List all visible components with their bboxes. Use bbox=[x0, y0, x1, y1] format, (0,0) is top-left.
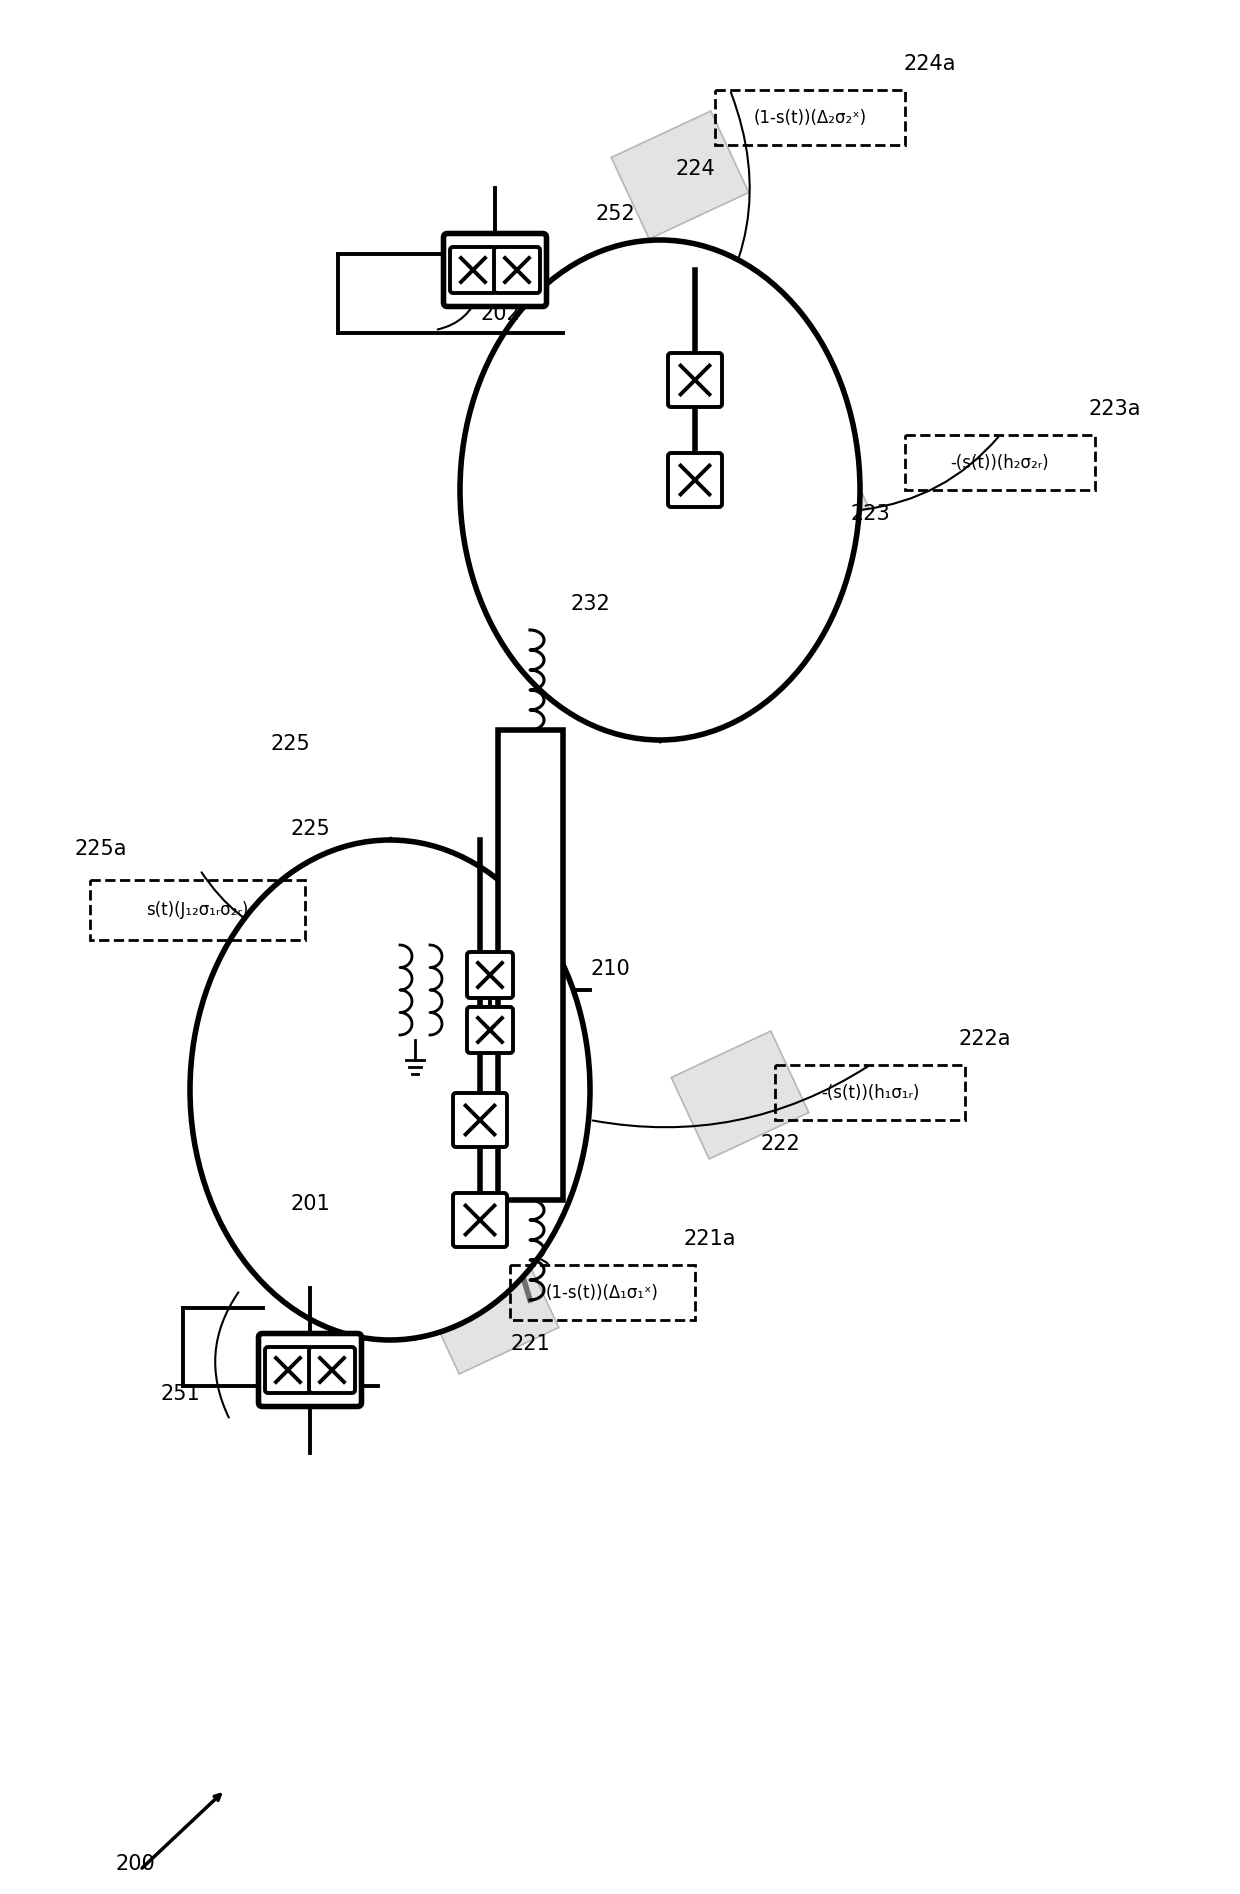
Text: 252: 252 bbox=[595, 205, 635, 223]
Ellipse shape bbox=[190, 841, 590, 1339]
Bar bbox=[775, 1064, 965, 1119]
FancyBboxPatch shape bbox=[309, 1347, 355, 1392]
Text: 222a: 222a bbox=[959, 1028, 1012, 1049]
Text: 232: 232 bbox=[570, 595, 610, 614]
FancyBboxPatch shape bbox=[467, 1008, 513, 1053]
FancyBboxPatch shape bbox=[265, 1347, 311, 1392]
Text: (1-s(t))(Δ₂σ₂ˣ): (1-s(t))(Δ₂σ₂ˣ) bbox=[754, 108, 867, 127]
Text: 210: 210 bbox=[590, 958, 630, 979]
Text: 201: 201 bbox=[290, 1193, 330, 1214]
FancyBboxPatch shape bbox=[668, 352, 722, 407]
FancyBboxPatch shape bbox=[668, 453, 722, 508]
Text: -(s(t))(h₂σ₂ᵣ): -(s(t))(h₂σ₂ᵣ) bbox=[951, 453, 1049, 472]
Polygon shape bbox=[671, 1030, 808, 1159]
Polygon shape bbox=[611, 112, 749, 239]
Text: 224: 224 bbox=[675, 159, 715, 180]
Text: 225a: 225a bbox=[74, 839, 128, 860]
FancyBboxPatch shape bbox=[467, 953, 513, 998]
Text: 221a: 221a bbox=[683, 1229, 737, 1248]
Polygon shape bbox=[422, 1246, 559, 1373]
FancyBboxPatch shape bbox=[494, 246, 539, 294]
Text: 223: 223 bbox=[851, 504, 890, 525]
Text: 223a: 223a bbox=[1089, 400, 1141, 419]
Text: 225: 225 bbox=[270, 735, 310, 754]
Text: -(s(t))(h₁σ₁ᵣ): -(s(t))(h₁σ₁ᵣ) bbox=[821, 1083, 919, 1102]
FancyBboxPatch shape bbox=[444, 233, 547, 307]
Ellipse shape bbox=[460, 241, 861, 741]
Bar bbox=[715, 91, 905, 146]
Text: 251: 251 bbox=[160, 1385, 200, 1403]
Text: 222: 222 bbox=[760, 1135, 800, 1153]
Text: 221: 221 bbox=[510, 1333, 549, 1354]
Bar bbox=[510, 1265, 694, 1320]
Bar bbox=[91, 881, 305, 939]
Text: (1-s(t))(Δ₁σ₁ˣ): (1-s(t))(Δ₁σ₁ˣ) bbox=[546, 1284, 658, 1301]
Polygon shape bbox=[732, 426, 869, 555]
FancyBboxPatch shape bbox=[453, 1093, 507, 1148]
Text: 224a: 224a bbox=[904, 55, 956, 74]
Bar bbox=[905, 436, 1095, 491]
Text: 200: 200 bbox=[115, 1854, 155, 1873]
Text: s(t)(J₁₂σ₁ᵣσ₂ᵣ): s(t)(J₁₂σ₁ᵣσ₂ᵣ) bbox=[146, 902, 249, 919]
Text: 202: 202 bbox=[480, 305, 520, 324]
Text: 225: 225 bbox=[290, 818, 330, 839]
FancyBboxPatch shape bbox=[258, 1333, 362, 1407]
FancyBboxPatch shape bbox=[450, 246, 496, 294]
FancyBboxPatch shape bbox=[453, 1193, 507, 1246]
Bar bbox=[497, 729, 563, 1201]
